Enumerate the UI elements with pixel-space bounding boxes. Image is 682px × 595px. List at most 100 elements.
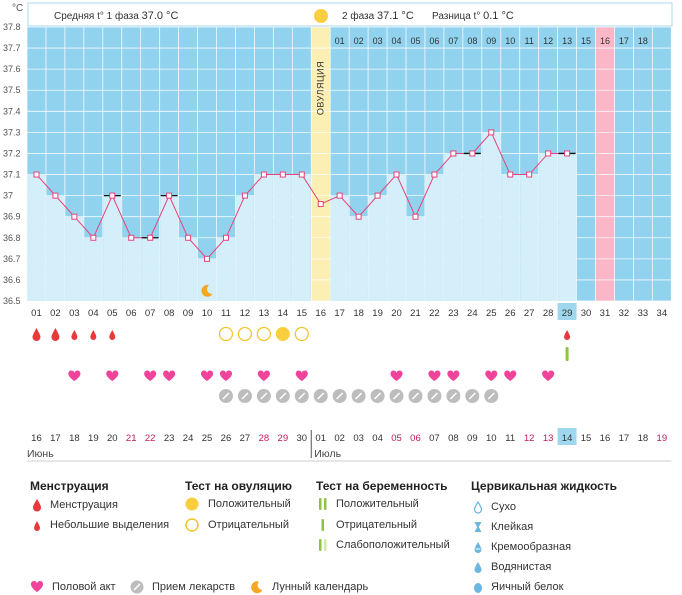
temperature-point (564, 150, 571, 157)
date-label: 24 (183, 433, 194, 444)
temperature-point (52, 192, 59, 199)
cycle-day-top: 08 (467, 36, 477, 46)
date-label: 19 (657, 433, 668, 444)
y-tick-label: 37.2 (3, 148, 21, 158)
temperature-bar (425, 174, 444, 301)
cycle-day-bottom: 05 (107, 308, 118, 319)
cycle-day-bottom: 22 (429, 308, 440, 319)
cycle-day-bottom: 14 (278, 308, 289, 319)
cycle-day-bottom: 16 (315, 308, 326, 319)
menstruation-drop-icon (564, 330, 571, 340)
date-label: 10 (486, 433, 497, 444)
legend-medication-label: Прием лекарств (152, 581, 236, 593)
temperature-bar (406, 216, 425, 301)
ovtest-positive-icon (185, 497, 199, 511)
temperature-bar (235, 195, 254, 301)
date-label: 13 (543, 433, 554, 444)
pill-stroke (298, 392, 306, 400)
temperature-point (450, 150, 457, 157)
y-tick-label: 37.1 (3, 170, 21, 180)
today-marker (557, 303, 577, 320)
temperature-point (71, 213, 78, 220)
heart-icon (428, 370, 441, 381)
legend-ovtest-title: Тест на овуляцию (185, 479, 292, 493)
pill-stroke (336, 392, 344, 400)
temperature-bar (122, 237, 141, 301)
temperature-point (374, 192, 381, 199)
pill-stroke (487, 392, 495, 400)
legend-spotting-item: Небольшие выделения (32, 518, 169, 532)
cycle-day-top: 15 (581, 36, 591, 46)
heart-icon (30, 580, 44, 592)
legend-cervical-sticky-label: Клейкая (491, 521, 534, 533)
legend-cervical-sticky: Клейкая (473, 520, 533, 534)
temperature-bar (482, 132, 501, 301)
y-tick-label: 36.8 (3, 233, 21, 243)
temperature-point (393, 171, 400, 178)
cycle-day-bottom: 04 (88, 308, 99, 319)
temperature-point (336, 192, 343, 199)
cycle-day-bottom: 27 (524, 308, 535, 319)
temperature-bar (501, 174, 520, 301)
date-label: 04 (372, 433, 383, 444)
temperature-bar (368, 195, 387, 301)
temperature-point (355, 213, 362, 220)
temperature-bar (463, 153, 482, 301)
date-label: 02 (334, 433, 345, 444)
pill-stroke (374, 392, 382, 400)
cycle-day-bottom: 20 (391, 308, 402, 319)
menstruation-drop-icon (90, 330, 97, 340)
legend-ovtest-neg: Отрицательный (184, 517, 289, 533)
cycle-day-bottom: 07 (145, 308, 156, 319)
heart-icon (144, 370, 157, 381)
cycle-day-bottom: 31 (600, 308, 611, 319)
temperature-point (317, 201, 324, 208)
legend-pregtest-weak-label: Слабоположительный (336, 539, 450, 551)
legend-pregtest-pos: Положительный (318, 497, 419, 511)
temperature-point (431, 171, 438, 178)
date-label: 16 (600, 433, 611, 444)
legend-cervical-watery-label: Водянистая (491, 561, 552, 573)
y-tick-label: 37.7 (3, 43, 21, 53)
date-label: 03 (353, 433, 364, 444)
temperature-bar (387, 174, 406, 301)
cycle-day-top: 05 (410, 36, 420, 46)
pill-stroke (222, 392, 230, 400)
legend-ovtest-neg-label: Отрицательный (208, 519, 289, 531)
temperature-bar (330, 195, 349, 301)
y-tick-label: 37.3 (3, 127, 21, 137)
heart-icon (219, 370, 233, 381)
temperature-point (90, 234, 97, 241)
sticky-icon (474, 522, 482, 532)
menstruation-drop-icon (109, 330, 116, 340)
temperature-bar (141, 237, 160, 301)
temperature-point (298, 171, 305, 178)
temperature-bar (254, 174, 273, 301)
cycle-day-bottom: 15 (296, 308, 307, 319)
moon-icon (251, 581, 263, 594)
pregtest-weak-icon (319, 539, 327, 551)
cycle-day-bottom: 01 (31, 308, 42, 319)
cycle-day-bottom: 24 (467, 308, 478, 319)
temperature-bar (27, 174, 46, 301)
heart-icon (257, 370, 270, 381)
heart-icon (200, 370, 214, 381)
cycle-day-top: 06 (429, 36, 439, 46)
ovtest-positive-icon (275, 327, 290, 341)
date-label: 11 (505, 433, 515, 444)
header-box (27, 2, 673, 27)
cycle-day-bottom: 34 (657, 308, 668, 319)
diff-label: Разница t° 0.1 °C (432, 10, 514, 22)
legend-cervical-creamy: Кремообразная (473, 540, 571, 554)
heart-icon (447, 370, 460, 381)
y-tick-label: 36.6 (3, 275, 21, 285)
phase2-label: 2 фаза 37.1 °C (342, 10, 414, 22)
cycle-day-bottom: 06 (126, 308, 137, 319)
heart-icon (485, 370, 498, 381)
temperature-point (185, 234, 192, 241)
pill-stroke (279, 392, 287, 400)
temperature-bar (84, 237, 103, 301)
temperature-bar (539, 153, 558, 301)
temperature-point (526, 171, 533, 178)
legend-ovtest-pos: Положительный (184, 496, 291, 512)
